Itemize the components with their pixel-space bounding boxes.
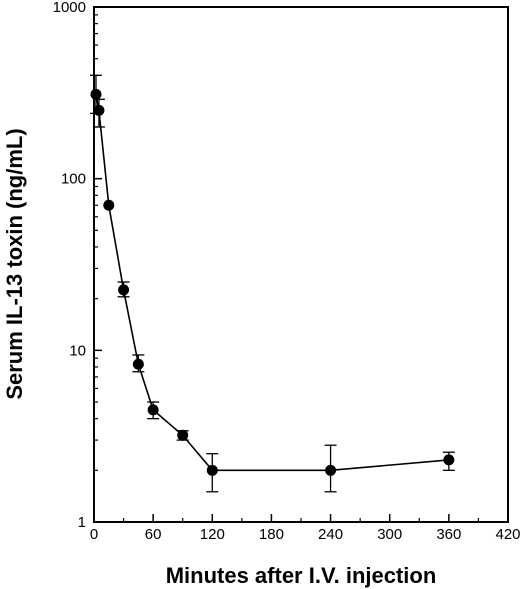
data-point (325, 464, 337, 476)
data-series (89, 74, 455, 493)
data-point (132, 358, 144, 370)
x-tick-label: 0 (90, 526, 98, 543)
x-tick-label: 360 (436, 526, 461, 543)
data-point (206, 464, 218, 476)
y-axis-title: Serum IL-13 toxin (ng/mL) (2, 128, 27, 399)
x-tick-label: 420 (495, 526, 520, 543)
x-tick-label: 60 (145, 526, 162, 543)
data-point (177, 429, 189, 441)
y-tick-label: 100 (61, 171, 86, 188)
data-point (118, 284, 130, 296)
series-line (95, 94, 449, 472)
y-tick-label: 1 (78, 514, 86, 531)
data-point (443, 454, 455, 466)
axis-tick-labels: 0 60 120 180 240 300 360 420 1 10 100 1000 (53, 0, 520, 543)
x-tick-label: 240 (318, 526, 343, 543)
axis-ticks (93, 6, 509, 523)
x-axis-title: Minutes after I.V. injection (166, 563, 437, 588)
x-tick-label: 180 (259, 526, 284, 543)
data-point (147, 404, 159, 416)
x-tick-label: 300 (377, 526, 402, 543)
data-point (103, 199, 115, 211)
x-tick-label: 120 (200, 526, 225, 543)
plot-frame (93, 6, 509, 523)
data-point (90, 88, 102, 100)
data-point (93, 104, 105, 116)
y-tick-label: 1000 (53, 0, 86, 16)
y-tick-label: 10 (69, 342, 86, 359)
